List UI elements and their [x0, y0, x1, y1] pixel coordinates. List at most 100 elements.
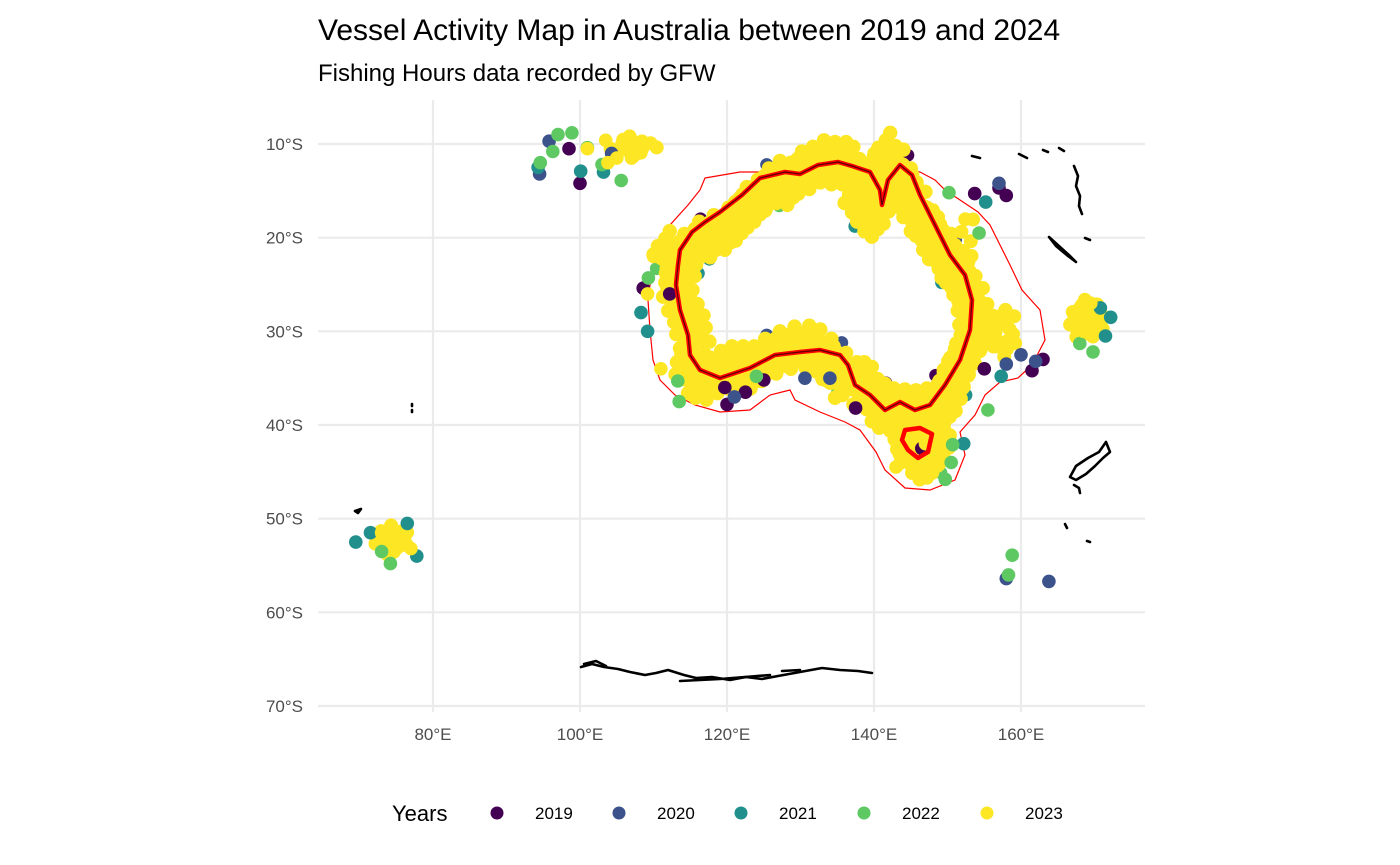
legend-label-2019: 2019: [535, 804, 573, 823]
fishing-point-2023-band: [961, 367, 976, 382]
fishing-point-2020: [999, 357, 1014, 371]
fishing-point-2022: [945, 437, 960, 452]
antarctica-coastline: [579, 662, 874, 682]
fishing-point-2022: [546, 144, 560, 159]
fishing-point-2023-band: [908, 383, 924, 398]
fishing-point-2023-band: [802, 318, 817, 333]
fishing-point-2023-band: [914, 233, 929, 248]
fishing-point-2023-band: [664, 252, 680, 267]
fishing-point-2023-band: [827, 390, 843, 405]
fishing-point-2020: [1014, 348, 1028, 362]
legend-swatch-2021: [734, 806, 748, 820]
fishing-point-2023-cluster: [1093, 316, 1108, 331]
fishing-point-2021: [640, 324, 655, 339]
fishing-point-2023-band: [694, 245, 709, 260]
fishing-point-2023: [374, 525, 389, 540]
fishing-point-2023-band: [846, 139, 861, 154]
x-tick-label: 120°E: [704, 725, 751, 744]
fishing-point-2023-band: [903, 223, 918, 239]
fishing-point-2023-cluster: [958, 212, 973, 227]
x-tick-label: 140°E: [851, 725, 898, 744]
fishing-point-2023-band: [944, 393, 959, 408]
fishing-point-2023-band: [736, 222, 751, 237]
legend-item-2019: 2019: [490, 804, 573, 823]
fishing-point-2023-band: [705, 223, 720, 239]
fishing-point-2023-cluster: [964, 249, 979, 263]
fishing-point-2023: [601, 155, 615, 170]
fishing-point-2023-band: [717, 242, 732, 257]
fishing-point-2023-band: [716, 214, 731, 229]
fishing-point-2021: [363, 525, 378, 540]
fishing-point-2021: [349, 535, 363, 549]
fishing-point-2023: [389, 530, 404, 545]
fishing-point-2023: [1073, 301, 1087, 315]
fishing-point-2023-band: [896, 209, 911, 225]
fishing-point-2023-band: [780, 197, 795, 213]
fishing-point-2022: [614, 173, 628, 188]
fishing-point-2023-band: [677, 270, 692, 286]
fishing-point-2023-band: [931, 261, 946, 276]
fishing-point-2023: [646, 249, 661, 264]
fishing-point-2023-band: [682, 373, 697, 389]
y-tick-label: 40°S: [266, 416, 303, 435]
fishing-point-2023-band: [736, 339, 751, 354]
fishing-point-2023-band: [669, 355, 685, 370]
fishing-point-2023-band: [863, 371, 878, 387]
fishing-point-2023: [867, 146, 881, 161]
fishing-point-2023-band: [852, 210, 867, 226]
fiji-islands: [1083, 236, 1092, 242]
fishing-point-2022: [641, 271, 656, 285]
fishing-point-2023-band: [921, 252, 937, 267]
fishing-point-2022: [749, 369, 764, 384]
tasmania-coastline: [899, 425, 935, 461]
fishing-point-2023-band: [758, 331, 773, 346]
fishing-point-2022: [671, 374, 685, 388]
fishing-point-2023-band: [938, 275, 954, 290]
fishing-point-2023-band: [680, 386, 696, 401]
fishing-point-2019: [562, 141, 576, 156]
fishing-point-2023-band: [815, 335, 830, 350]
legend-item-2021: 2021: [734, 804, 817, 823]
fishing-point-2023-band: [888, 191, 904, 206]
fishing-point-2019: [718, 380, 732, 395]
fishing-point-2023: [889, 460, 903, 474]
fishing-point-2023-band: [724, 339, 740, 354]
fishing-point-2023-band: [929, 411, 944, 426]
fishing-point-2023-cluster: [947, 237, 962, 252]
fishing-point-2023: [404, 541, 418, 556]
x-tick-label: 80°E: [414, 725, 451, 744]
fishing-point-2023-band: [758, 203, 773, 218]
fishing-point-2023-band: [966, 356, 981, 371]
fishing-point-2023-band: [864, 414, 879, 429]
fishing-point-2023: [598, 133, 613, 148]
legend-item-2023: 2023: [980, 804, 1063, 823]
vanuatu-islands: [1072, 164, 1084, 216]
eez-boundary: [647, 164, 1046, 491]
fishing-point-2020: [823, 371, 837, 386]
legend-item-2020: 2020: [612, 804, 695, 823]
fishing-point-2023-band: [871, 205, 887, 220]
x-tick-label: 100°E: [557, 725, 604, 744]
fishing-point-2022: [565, 126, 579, 140]
fishing-point-2023: [830, 174, 845, 189]
fishing-point-2023-band: [864, 229, 879, 244]
fishing-point-2022: [972, 226, 986, 240]
fishing-point-2023-band: [919, 381, 935, 396]
y-tick-label: 70°S: [266, 697, 303, 716]
fishing-point-2020: [1042, 574, 1056, 589]
fishing-point-2019: [848, 401, 863, 415]
fishing-point-2021: [400, 516, 415, 531]
fishing-point-2022: [938, 472, 953, 487]
fishing-point-2023-band: [791, 186, 806, 201]
fishing-point-2020: [727, 390, 742, 404]
y-tick-label: 60°S: [266, 603, 303, 622]
fishing-point-2022: [1005, 548, 1019, 562]
y-tick-label: 30°S: [266, 322, 303, 341]
kerguelen-islands: [353, 507, 363, 515]
fishing-point-2020: [1028, 354, 1043, 369]
fishing-point-2023-band: [802, 181, 817, 197]
fishing-point-2021: [1103, 310, 1118, 325]
fishing-point-2023: [911, 202, 925, 217]
fishing-point-2023-band: [800, 336, 816, 351]
